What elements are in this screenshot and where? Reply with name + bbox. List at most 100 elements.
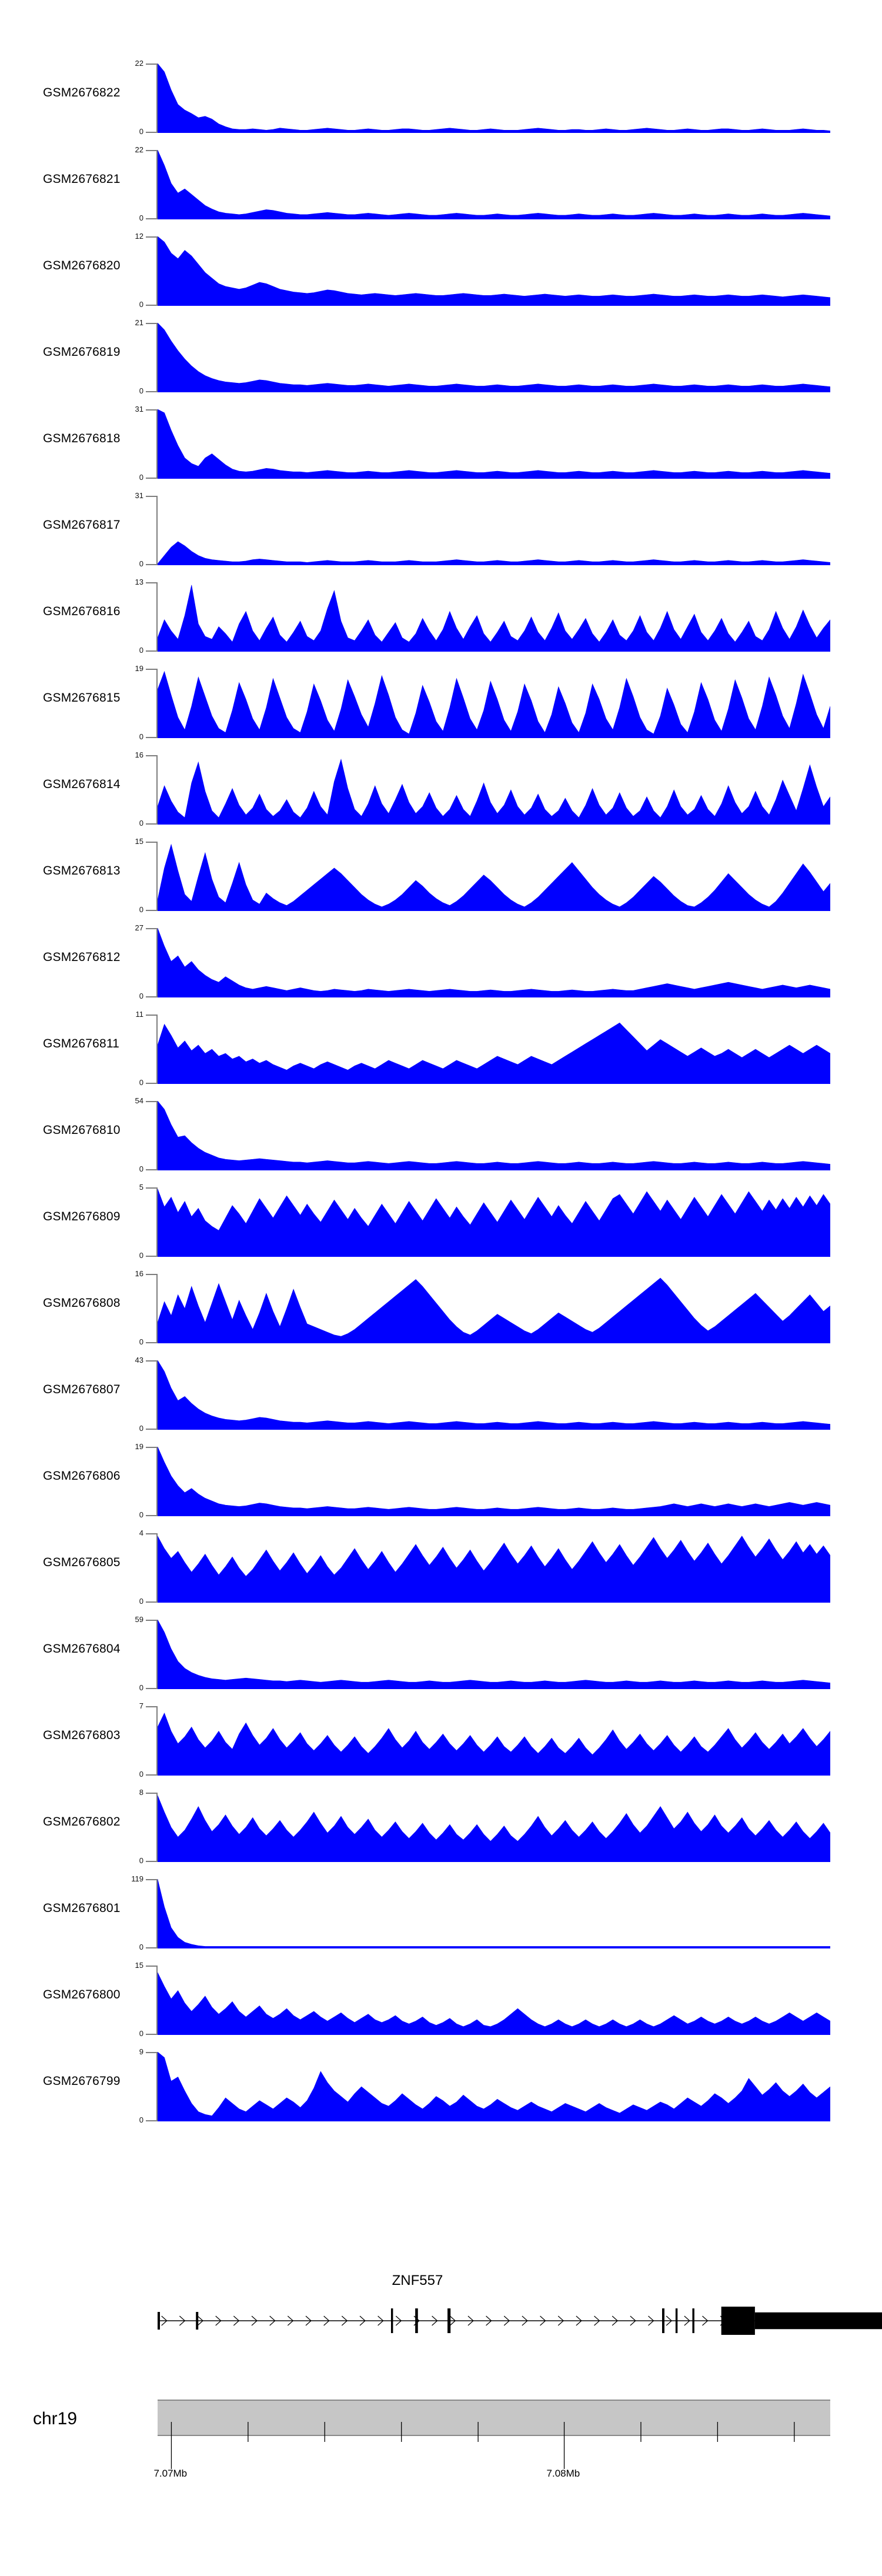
coverage-plot[interactable] — [158, 496, 830, 565]
y-axis-line — [156, 2052, 158, 2121]
track-sample-label: GSM2676813 — [43, 864, 121, 877]
coverage-area-svg — [158, 1360, 830, 1430]
coverage-track: GSM2676801 119 0 — [0, 1871, 882, 1957]
y-axis-line — [156, 1533, 158, 1603]
coverage-area-path — [158, 585, 830, 652]
strand-arrow-icon — [432, 2315, 438, 2326]
coverage-plot[interactable] — [158, 64, 830, 133]
y-axis-max-tick — [146, 1793, 158, 1794]
exon-block[interactable] — [662, 2308, 665, 2333]
y-axis-max-tick — [146, 323, 158, 324]
track-y-axis: 13 0 — [133, 578, 158, 655]
coverage-plot[interactable] — [158, 669, 830, 738]
exon-block[interactable] — [675, 2308, 678, 2333]
coverage-plot[interactable] — [158, 1879, 830, 1948]
coverage-plot[interactable] — [158, 1620, 830, 1689]
y-axis-max-tick — [146, 582, 158, 583]
coverage-area-path — [158, 758, 830, 825]
exon-block[interactable] — [721, 2307, 755, 2335]
coverage-plot[interactable] — [158, 1706, 830, 1776]
gene-model-graphic — [0, 2288, 882, 2355]
y-axis-max-label: 54 — [135, 1096, 143, 1105]
strand-arrow-icon — [395, 2315, 402, 2326]
coverage-area-path — [158, 64, 830, 133]
coverage-plot[interactable] — [158, 842, 830, 911]
coverage-plot[interactable] — [158, 1274, 830, 1343]
strand-arrow-icon — [233, 2315, 240, 2326]
exon-block[interactable] — [692, 2308, 694, 2333]
y-axis-min-label: 0 — [139, 1943, 143, 1951]
y-axis-line — [156, 1966, 158, 2035]
coverage-area-svg — [158, 409, 830, 479]
coverage-plot[interactable] — [158, 2052, 830, 2121]
strand-arrow-icon — [287, 2315, 294, 2326]
y-axis-min-tick — [146, 823, 158, 825]
y-axis-max-tick — [146, 842, 158, 843]
coverage-plot[interactable] — [158, 1793, 830, 1862]
y-axis-min-label: 0 — [139, 1856, 143, 1865]
coverage-plot[interactable] — [158, 1447, 830, 1516]
coverage-plot[interactable] — [158, 1360, 830, 1430]
coverage-plot[interactable] — [158, 928, 830, 997]
y-axis-min-tick — [146, 478, 158, 479]
track-sample-label: GSM2676805 — [43, 1556, 121, 1569]
y-axis-line — [156, 150, 158, 219]
y-axis-max-tick — [146, 496, 158, 497]
y-axis-max-label: 9 — [139, 2047, 143, 2056]
strand-arrow-icon — [666, 2315, 673, 2326]
coverage-area-path — [158, 843, 830, 911]
gene-label-text: ZNF557 — [392, 2273, 443, 2288]
coverage-plot[interactable] — [158, 1015, 830, 1084]
y-axis-max-label: 16 — [135, 1269, 143, 1278]
coverage-plot[interactable] — [158, 409, 830, 479]
exon-block[interactable] — [390, 2308, 393, 2333]
exon-block[interactable] — [415, 2308, 418, 2333]
track-sample-label: GSM2676802 — [43, 1815, 121, 1828]
exon-block[interactable] — [447, 2308, 451, 2333]
y-axis-max-tick — [146, 1187, 158, 1189]
y-axis-min-tick — [146, 1256, 158, 1257]
coverage-plot[interactable] — [158, 582, 830, 652]
coverage-plot[interactable] — [158, 1533, 830, 1603]
coverage-plot[interactable] — [158, 150, 830, 219]
y-axis-line — [156, 1187, 158, 1257]
coverage-area-path — [158, 1447, 830, 1516]
coverage-plot[interactable] — [158, 1966, 830, 2035]
strand-arrow-icon — [648, 2315, 654, 2326]
coverage-area-svg — [158, 541, 830, 565]
y-axis-max-tick — [146, 2052, 158, 2053]
exon-block[interactable] — [158, 2312, 161, 2330]
exon-block[interactable] — [196, 2312, 199, 2330]
track-y-axis: 43 0 — [133, 1356, 158, 1433]
coverage-area-path — [158, 1189, 830, 1257]
coverage-plot[interactable] — [158, 755, 830, 825]
y-axis-max-label: 31 — [135, 491, 143, 500]
coverage-plot[interactable] — [158, 1187, 830, 1257]
coverage-area-path — [158, 236, 830, 306]
chromosome-bar[interactable] — [158, 2400, 830, 2436]
exon-block[interactable] — [754, 2312, 882, 2330]
strand-arrow-icon — [179, 2315, 186, 2326]
y-axis-min-label: 0 — [139, 2029, 143, 2038]
track-sample-label: GSM2676820 — [43, 259, 121, 272]
strand-arrow-icon — [161, 2315, 168, 2326]
track-y-axis: 15 0 — [133, 837, 158, 914]
track-sample-label: GSM2676821 — [43, 172, 121, 186]
y-axis-max-label: 4 — [139, 1529, 143, 1537]
y-axis-line — [156, 669, 158, 738]
y-axis-max-label: 16 — [135, 750, 143, 759]
y-axis-max-label: 22 — [135, 145, 143, 154]
y-axis-max-tick — [146, 1533, 158, 1534]
strand-arrow-icon — [197, 2315, 203, 2326]
y-axis-max-tick — [146, 150, 158, 151]
coverage-plot[interactable] — [158, 1101, 830, 1170]
y-axis-min-tick — [146, 218, 158, 219]
y-axis-max-label: 7 — [139, 1701, 143, 1710]
coverage-plot[interactable] — [158, 236, 830, 306]
coverage-track: GSM2676813 15 0 — [0, 833, 882, 920]
coverage-plot[interactable] — [158, 323, 830, 392]
track-sample-label: GSM2676812 — [43, 950, 121, 964]
y-axis-line — [156, 1879, 158, 1948]
